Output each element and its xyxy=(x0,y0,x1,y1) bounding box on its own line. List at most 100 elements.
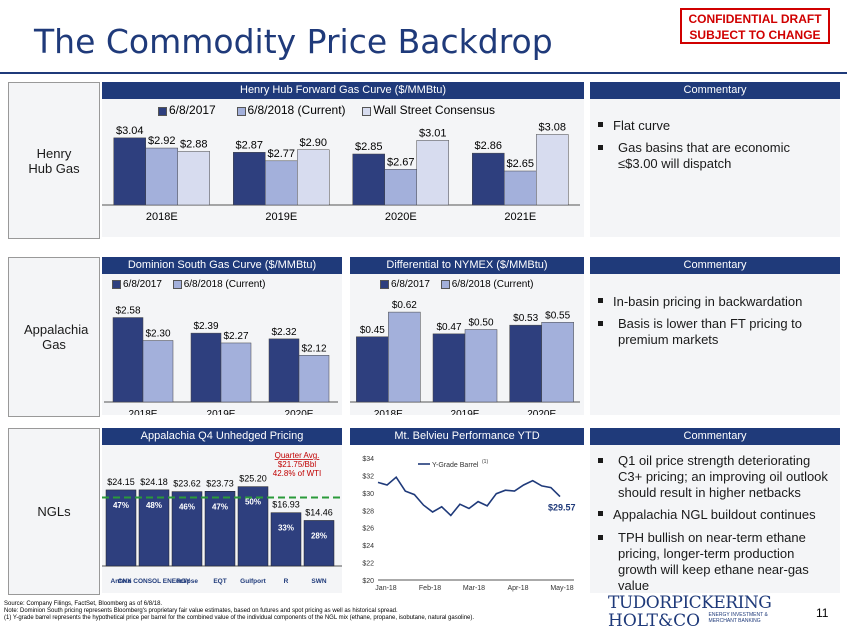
appalachia-bullet-2: Basis is lower than FT pricing to premiu… xyxy=(598,316,828,348)
dominion-legend-2: 6/8/2018 (Current) xyxy=(183,279,266,290)
category-label: 2020E xyxy=(527,409,556,415)
brand-line2-wrap: HOLT&CO ENERGY INVESTMENT & MERCHANT BAN… xyxy=(608,612,798,631)
bar xyxy=(432,333,466,403)
category-label: 2018E xyxy=(374,409,403,415)
y-tick-label: $20 xyxy=(362,578,374,585)
percent-label: 50% xyxy=(245,498,261,507)
appalachia-bullet-2-text: Basis is lower than FT pricing to premiu… xyxy=(618,316,802,347)
brand-sub: ENERGY INVESTMENT & MERCHANT BANKING xyxy=(709,612,768,624)
bullet-marker xyxy=(598,458,603,463)
data-label: $3.01 xyxy=(419,127,447,139)
y-tick-label: $22 xyxy=(362,561,374,568)
percent-label: 46% xyxy=(179,503,195,512)
henry-legend-3: Wall Street Consensus xyxy=(373,103,495,117)
confidential-badge: CONFIDENTIAL DRAFT SUBJECT TO CHANGE xyxy=(680,8,830,44)
percent-label: 47% xyxy=(113,501,129,510)
annotation-line1: Quarter Avg. xyxy=(275,451,320,460)
bar xyxy=(237,486,269,567)
bar xyxy=(145,147,178,206)
differential-chart-header: Differential to NYMEX ($/MMBtu) xyxy=(350,257,584,274)
annotation-line3: 42.8% of WTI xyxy=(273,469,321,478)
appalachia-bullet-1-text: In-basin pricing in backwardation xyxy=(613,294,803,309)
bar xyxy=(142,340,174,403)
data-label: $2.90 xyxy=(299,137,327,149)
data-label: $2.85 xyxy=(355,141,383,153)
bar xyxy=(220,342,252,403)
bullet-marker xyxy=(598,321,603,326)
data-label: $2.67 xyxy=(387,156,415,168)
appalachia-commentary-header: Commentary xyxy=(590,257,840,274)
bar xyxy=(270,512,302,567)
bar xyxy=(138,489,170,567)
end-value-label: $29.57 xyxy=(548,503,576,513)
bar xyxy=(464,329,498,403)
henry-bullet-2: Gas basins that are economic ≤$3.00 will… xyxy=(598,140,828,172)
data-label: $0.62 xyxy=(392,300,417,311)
dominion-legend: 6/8/2017 6/8/2018 (Current) xyxy=(112,279,265,290)
ngl-bullet-1: Q1 oil price strength deteriorating C3+ … xyxy=(598,453,828,501)
unhedged-bar-chart: $24.15 47% $24.18 48% $23.62 46% $23.73 47% $25.… xyxy=(102,451,342,585)
appalachia-commentary-panel xyxy=(590,257,840,415)
data-label: $2.87 xyxy=(235,139,263,151)
footer-note: Note: Dominion South pricing represents … xyxy=(4,608,398,614)
page-number: 11 xyxy=(816,606,829,620)
belvieu-chart-header: Mt. Belvieu Performance YTD xyxy=(350,428,584,445)
brand-sub2: MERCHANT BANKING xyxy=(708,618,761,624)
data-label: $2.27 xyxy=(223,331,248,342)
bar xyxy=(233,152,266,206)
data-label: $2.32 xyxy=(271,327,296,338)
y-grade-barrel-line xyxy=(377,476,561,517)
bar xyxy=(190,332,222,403)
category-label: 2019E xyxy=(265,211,297,223)
legend-swatch-2018 xyxy=(236,106,246,116)
data-label: $23.62 xyxy=(173,479,201,489)
henry-commentary-panel xyxy=(590,82,840,237)
row-label-appalachia: Appalachia Gas xyxy=(8,257,100,417)
data-label: $2.39 xyxy=(193,321,218,332)
data-label: $2.88 xyxy=(180,138,208,150)
differential-bar-chart: $0.45 $0.62 2018E $0.47 $0.50 2019E $0.53 $0.55… xyxy=(350,300,580,415)
percent-label: 33% xyxy=(278,524,294,533)
category-label: 2020E xyxy=(285,409,314,415)
category-label: 2018E xyxy=(129,409,158,415)
x-tick-label: Jan-18 xyxy=(375,585,397,592)
confidential-line2: SUBJECT TO CHANGE xyxy=(689,28,821,42)
y-tick-label: $34 xyxy=(362,456,374,463)
company-logo: SWN xyxy=(311,578,326,585)
data-label: $25.20 xyxy=(239,474,267,484)
henry-bar-chart: $3.04 $2.92 $2.88 2018E $2.87 $2.77 $2.90 2019E… xyxy=(102,121,580,223)
ngl-bullet-2: Appalachia NGL buildout continues xyxy=(598,507,828,523)
bar xyxy=(113,137,146,206)
legend-swatch-2017 xyxy=(380,279,389,289)
ngl-bullet-3-text: TPH bullish on near-term ethane pricing,… xyxy=(618,530,809,593)
bar xyxy=(504,170,537,206)
belvieu-panel xyxy=(350,428,584,593)
row-label-ngls: NGLs xyxy=(8,428,100,595)
company-logo: Antero xyxy=(111,578,132,585)
unhedged-chart-header: Appalachia Q4 Unhedged Pricing xyxy=(102,428,342,445)
brand-sub1: ENERGY INVESTMENT & xyxy=(708,612,768,618)
legend-swatch-2018 xyxy=(172,279,182,289)
henry-commentary-header: Commentary xyxy=(590,82,840,99)
legend-swatch-2018 xyxy=(440,279,450,289)
data-label: $2.65 xyxy=(506,158,534,170)
y-tick-label: $24 xyxy=(362,543,374,550)
footer-source: Source: Company Filings, FactSet, Bloomb… xyxy=(4,601,163,607)
confidential-line1: CONFIDENTIAL DRAFT xyxy=(688,12,822,26)
category-label: 2019E xyxy=(451,409,480,415)
bar xyxy=(112,317,144,403)
henry-bullet-1-text: Flat curve xyxy=(613,118,671,133)
data-label: $24.18 xyxy=(140,477,168,487)
company-logo: CNX CONSOL ENERGY xyxy=(118,578,191,585)
data-label: $2.92 xyxy=(148,135,176,147)
bar xyxy=(297,149,330,206)
bar xyxy=(352,153,385,206)
data-label: $24.15 xyxy=(107,477,135,487)
bar xyxy=(204,491,236,567)
legend-label: Y-Grade Barrel xyxy=(432,462,479,469)
henry-bullet-2-text: Gas basins that are economic ≤$3.00 will… xyxy=(618,140,790,171)
bar xyxy=(268,338,300,403)
title-divider xyxy=(0,72,847,74)
dominion-bar-chart: $2.58 $2.30 2018E $2.39 $2.27 2019E $2.32 $2.12… xyxy=(104,306,338,415)
dominion-legend-1: 6/8/2017 xyxy=(123,279,162,290)
